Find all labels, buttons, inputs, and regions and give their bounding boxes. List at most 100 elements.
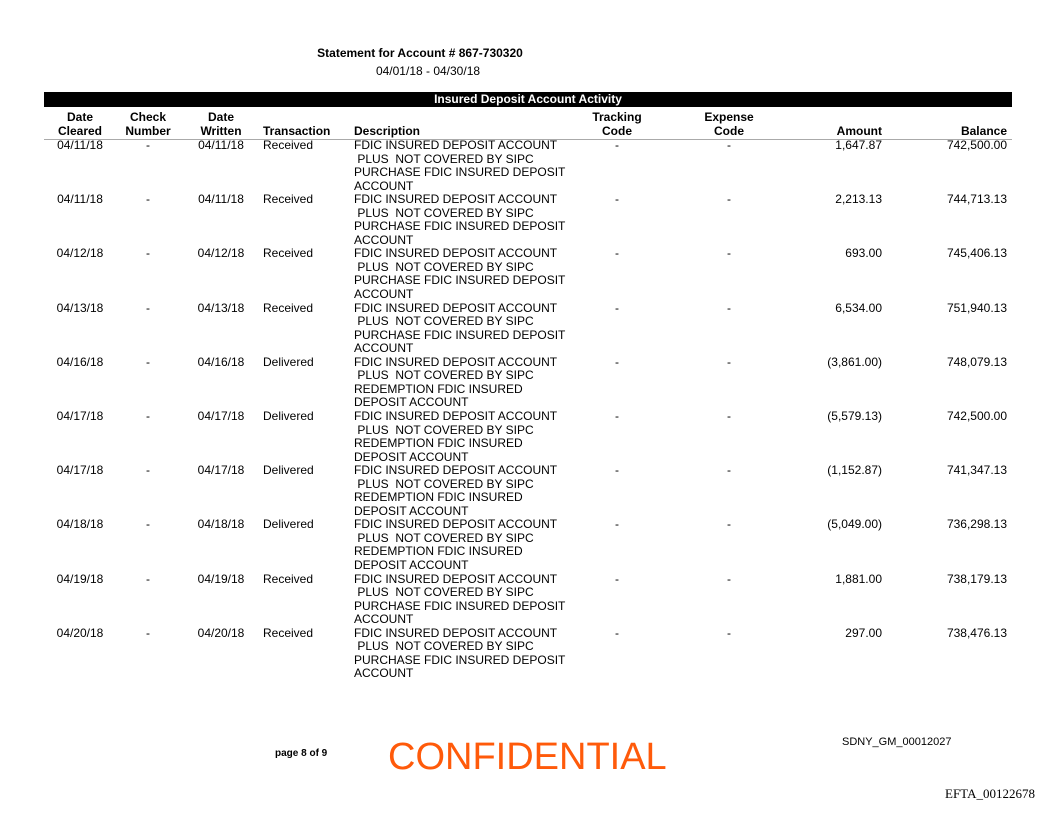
cell-tracking-code: - [615,138,619,152]
cell-description-line: DEPOSIT ACCOUNT [354,557,469,572]
cell-description-line: PURCHASE FDIC INSURED DEPOSIT [354,652,566,667]
cell-balance: 742,500.00 [946,409,1007,423]
bates-number: SDNY_GM_00012027 [842,736,952,748]
cell-description-line: DEPOSIT ACCOUNT [354,449,469,464]
cell-amount: 1,881.00 [835,571,882,586]
cell-description-line: FDIC INSURED DEPOSIT ACCOUNT [354,409,558,423]
cell-description-line: PURCHASE FDIC INSURED DEPOSIT [354,165,566,179]
cell-description-line: PLUS NOT COVERED BY SIPC [354,205,534,220]
cell-tracking-code: - [615,463,619,478]
cell-description-line: PURCHASE FDIC INSURED DEPOSIT [354,327,566,342]
cell-balance: 738,476.13 [946,625,1007,640]
efta-number: EFTA_00122678 [945,786,1035,801]
cell-expense-code: - [727,300,731,315]
page-number: page 8 of 9 [275,748,328,759]
cell-tracking-code: - [615,192,619,207]
col-expense-code: Expense Code [699,110,759,138]
cell-description-line: PURCHASE FDIC INSURED DEPOSIT [354,273,566,288]
cell-tracking-code: - [615,571,619,586]
cell-date-cleared: 04/11/18 [57,138,103,152]
cell-description-line: FDIC INSURED DEPOSIT ACCOUNT [354,517,558,532]
cell-amount: 297.00 [845,625,882,640]
cell-balance: 744,713.13 [946,192,1007,207]
cell-date-written: 04/16/18 [197,354,245,369]
col-date-cleared: Date Cleared [55,110,105,138]
cell-balance: 736,298.13 [946,517,1007,532]
col-transaction: Transaction [263,124,331,138]
cell-description-line: PURCHASE FDIC INSURED DEPOSIT [354,598,566,613]
cell-date-written: 04/20/18 [197,625,245,640]
cell-date-written: 04/17/18 [197,463,245,478]
cell-date-cleared: 04/19/18 [56,571,104,586]
cell-description-line: PLUS NOT COVERED BY SIPC [354,259,534,274]
cell-description-line: ACCOUNT [354,666,414,681]
cell-tracking-code: - [615,354,619,369]
cell-tracking-code: - [615,625,619,640]
cell-date-written: 04/18/18 [197,517,245,532]
cell-balance: 742,500.00 [946,138,1007,152]
cell-transaction: Received [263,192,314,207]
cell-date-written: 04/11/18 [198,138,244,152]
cell-amount: 6,534.00 [835,300,882,315]
col-tracking-code: Tracking Code [587,110,647,138]
col-amount: Amount [836,124,882,138]
cell-balance: 738,179.13 [946,571,1007,586]
col-description: Description [354,124,421,138]
cell-check-number: - [146,192,150,207]
header-text: Check [129,110,167,124]
cell-description-line: DEPOSIT ACCOUNT [354,503,469,518]
cell-expense-code: - [727,625,731,640]
cell-description-line: PLUS NOT COVERED BY SIPC [354,422,534,437]
cell-check-number: - [146,409,150,423]
cell-transaction: Received [263,625,314,640]
cell-date-written: 04/17/18 [197,409,245,423]
cell-date-cleared: 04/13/18 [56,300,104,315]
cell-description-line: DEPOSIT ACCOUNT [354,395,469,410]
statement-title: Statement for Account # 867-730320 [317,46,523,60]
cell-amount: 2,213.13 [835,192,882,207]
cell-date-written: 04/13/18 [197,300,245,315]
cell-expense-code: - [727,517,731,532]
cell-transaction: Delivered [263,463,314,478]
statement-period: 04/01/18 - 04/30/18 [375,64,481,78]
cell-balance: 751,940.13 [946,300,1007,315]
header-text: Code [714,124,744,138]
cell-description-line: REDEMPTION FDIC INSURED [354,490,523,505]
cell-description-line: FDIC INSURED DEPOSIT ACCOUNT [354,300,558,315]
cell-amount: 693.00 [845,246,882,261]
header-text: Tracking [592,110,642,124]
cell-amount: (5,049.00) [827,517,882,532]
cell-description-line: REDEMPTION FDIC INSURED [354,381,523,396]
cell-tracking-code: - [615,409,619,423]
cell-description-line: PLUS NOT COVERED BY SIPC [354,585,534,600]
cell-description-line: ACCOUNT [354,341,414,356]
cell-expense-code: - [727,354,731,369]
cell-description-line: FDIC INSURED DEPOSIT ACCOUNT [354,354,558,369]
cell-description-line: PLUS NOT COVERED BY SIPC [354,476,534,491]
cell-description-line: PLUS NOT COVERED BY SIPC [354,530,534,545]
cell-date-written: 04/12/18 [197,246,245,261]
cell-check-number: - [146,138,150,152]
cell-description-line: REDEMPTION FDIC INSURED [354,544,523,559]
cell-description-line: ACCOUNT [354,286,414,301]
cell-amount: (1,152.87) [827,463,882,478]
cell-date-cleared: 04/17/18 [56,409,104,423]
header-text: Number [125,124,171,138]
cell-description-line: FDIC INSURED DEPOSIT ACCOUNT [354,463,558,478]
cell-transaction: Received [263,246,314,261]
header-text: Date [66,110,93,124]
cell-date-cleared: 04/18/18 [56,517,104,532]
cell-transaction: Received [263,571,314,586]
header-text: Written [200,124,242,138]
confidential-stamp: CONFIDENTIAL [388,736,667,778]
cell-date-cleared: 04/12/18 [56,246,104,261]
cell-description-line: PLUS NOT COVERED BY SIPC [354,639,534,654]
section-title: Insured Deposit Account Activity [44,92,1012,107]
cell-expense-code: - [727,138,731,152]
cell-description-line: FDIC INSURED DEPOSIT ACCOUNT [354,246,558,261]
cell-transaction: Received [263,138,314,152]
header-text: Code [602,124,632,138]
cell-description-line: ACCOUNT [354,232,414,247]
cell-check-number: - [146,246,150,261]
cell-date-cleared: 04/20/18 [56,625,104,640]
